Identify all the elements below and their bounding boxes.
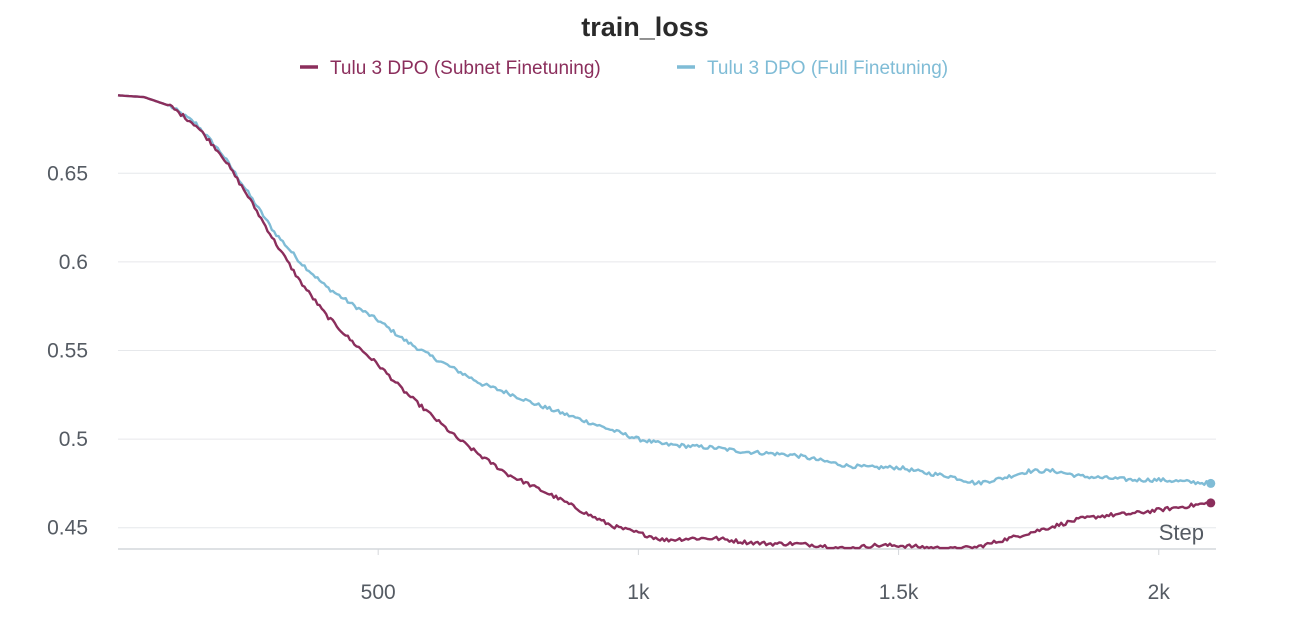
y-tick-label: 0.65 — [47, 162, 88, 185]
y-tick-label: 0.45 — [47, 517, 88, 540]
y-tick-label: 0.5 — [59, 428, 88, 451]
tick-labels: 0.45 0.5 0.55 0.6 0.65 500 1k 1.5k 2k — [47, 162, 1170, 604]
legend: Tulu 3 DPO (Subnet Finetuning) Tulu 3 DP… — [300, 58, 948, 79]
legend-label-full: Tulu 3 DPO (Full Finetuning) — [707, 58, 948, 79]
legend-item-full[interactable]: Tulu 3 DPO (Full Finetuning) — [677, 58, 948, 79]
gridlines — [118, 172, 1216, 529]
series-line-full — [117, 94, 1211, 486]
x-tick-label: 1k — [627, 581, 650, 604]
y-tick-label: 0.6 — [59, 251, 88, 274]
legend-label-subnet: Tulu 3 DPO (Subnet Finetuning) — [330, 58, 601, 79]
series-line-subnet — [117, 94, 1211, 550]
series-endpoint-subnet — [1206, 498, 1216, 508]
x-axis-label: Step — [1159, 520, 1204, 545]
series-endpoint-full — [1206, 478, 1216, 488]
x-tick-label: 1.5k — [879, 581, 919, 604]
series-lines — [117, 94, 1216, 550]
chart-title: train_loss — [581, 12, 709, 42]
x-tick-label: 500 — [361, 581, 396, 604]
x-tick-label: 2k — [1148, 581, 1171, 604]
y-tick-label: 0.55 — [47, 340, 88, 363]
legend-item-subnet[interactable]: Tulu 3 DPO (Subnet Finetuning) — [300, 58, 601, 79]
